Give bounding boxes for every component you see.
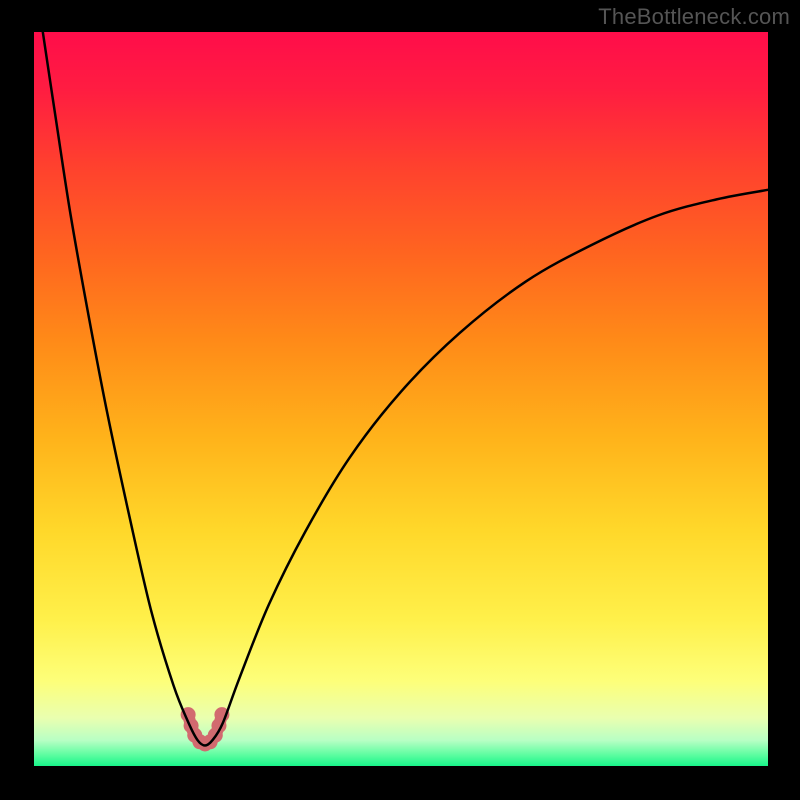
bottleneck-chart	[0, 0, 800, 800]
source-watermark: TheBottleneck.com	[598, 4, 790, 30]
plot-background	[34, 32, 768, 766]
stage: TheBottleneck.com	[0, 0, 800, 800]
